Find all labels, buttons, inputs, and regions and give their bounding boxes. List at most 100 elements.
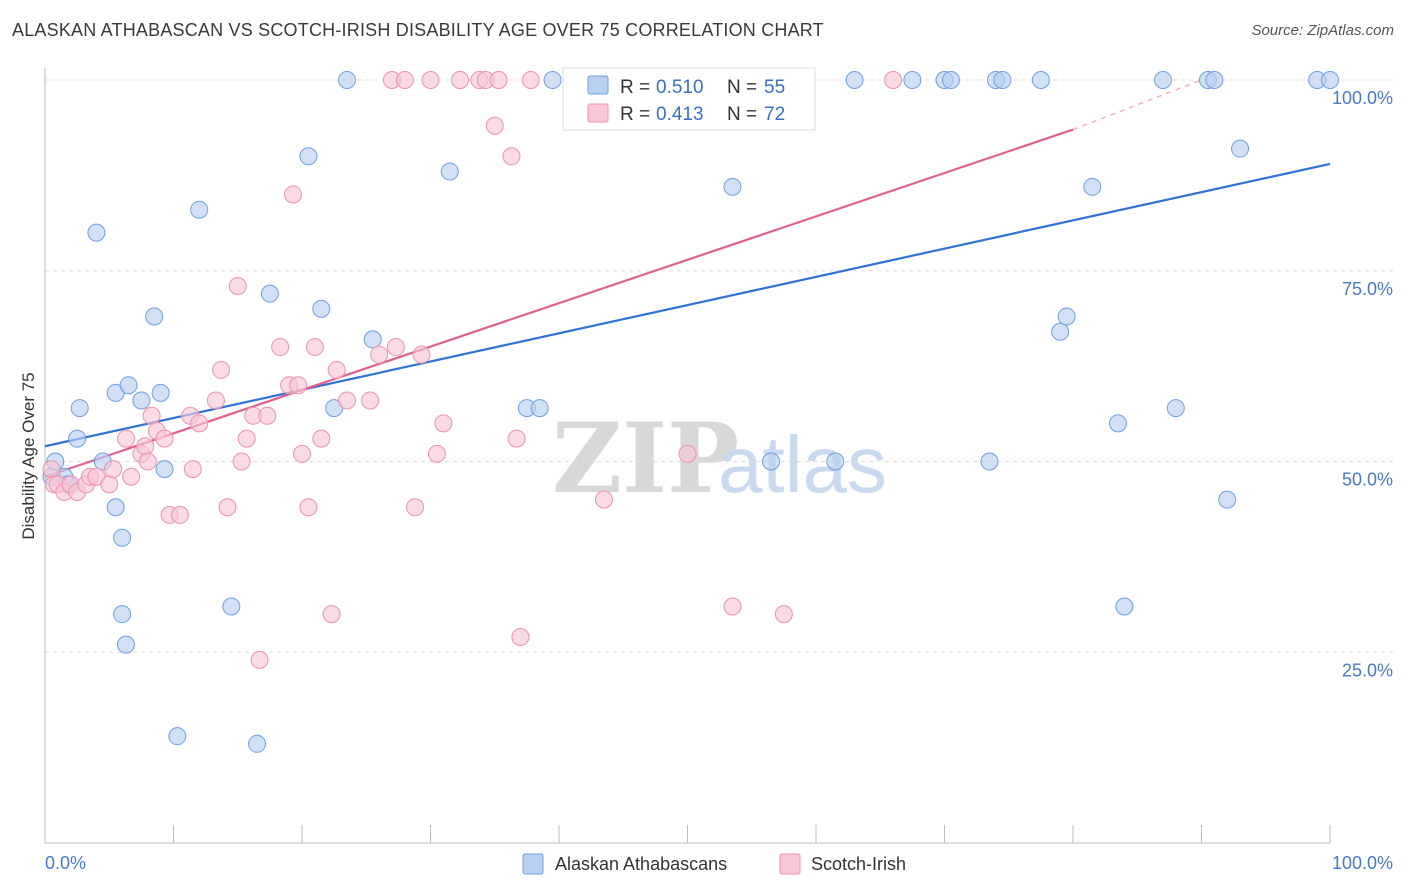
trend-line-scotch-irish-extension: [1072, 79, 1202, 131]
point-alaskan-athabascans: [155, 460, 174, 479]
point-scotch-irish: [284, 185, 303, 204]
point-scotch-irish: [502, 147, 521, 166]
point-alaskan-athabascans: [68, 429, 87, 448]
point-alaskan-athabascans: [1031, 71, 1050, 89]
point-alaskan-athabascans: [222, 597, 241, 616]
y-tick-label: 50.0%: [1342, 470, 1393, 490]
point-scotch-irish: [406, 498, 425, 517]
point-scotch-irish: [190, 414, 209, 433]
point-scotch-irish: [337, 391, 356, 410]
legend-r-label-2: R =: [620, 104, 650, 125]
point-alaskan-athabascans: [1057, 307, 1076, 326]
point-scotch-irish: [507, 429, 526, 448]
point-alaskan-athabascans: [993, 71, 1012, 89]
point-scotch-irish: [594, 490, 613, 509]
point-scotch-irish: [142, 406, 161, 425]
point-scotch-irish: [42, 460, 61, 479]
y-axis-label: Disability Age Over 75: [19, 372, 38, 539]
point-alaskan-athabascans: [1153, 71, 1172, 89]
point-scotch-irish: [218, 498, 237, 517]
point-scotch-irish: [250, 650, 269, 669]
point-alaskan-athabascans: [845, 71, 864, 89]
point-scotch-irish: [155, 429, 174, 448]
point-alaskan-athabascans: [132, 391, 151, 410]
point-scotch-irish: [451, 71, 470, 89]
point-alaskan-athabascans: [337, 71, 356, 89]
legend-n-value-2: 72: [764, 104, 785, 125]
point-alaskan-athabascans: [248, 734, 267, 753]
chart-source: Source: ZipAtlas.com: [1251, 22, 1394, 39]
point-scotch-irish: [100, 475, 119, 494]
point-alaskan-athabascans: [1115, 597, 1134, 616]
point-scotch-irish: [884, 71, 903, 89]
point-alaskan-athabascans: [87, 223, 106, 242]
point-scotch-irish: [258, 406, 277, 425]
point-alaskan-athabascans: [530, 399, 549, 418]
point-alaskan-athabascans: [980, 452, 999, 471]
point-alaskan-athabascans: [941, 71, 960, 89]
point-scotch-irish: [293, 444, 311, 463]
point-alaskan-athabascans: [440, 162, 459, 181]
point-scotch-irish: [521, 71, 540, 89]
y-tick-label: 75.0%: [1342, 279, 1393, 299]
point-scotch-irish: [489, 71, 508, 89]
point-alaskan-athabascans: [1166, 399, 1185, 418]
point-alaskan-athabascans: [1321, 71, 1339, 89]
trend-line-scotch-irish: [44, 128, 1074, 478]
point-scotch-irish: [427, 444, 446, 463]
legend-r-label-1: R =: [620, 77, 650, 98]
point-scotch-irish: [237, 429, 256, 448]
bottom-legend-label-1: Alaskan Athabascans: [555, 854, 727, 874]
point-scotch-irish: [122, 467, 141, 486]
point-scotch-irish: [327, 360, 346, 379]
point-alaskan-athabascans: [260, 284, 279, 303]
legend-r-value-2: 0.413: [656, 104, 704, 125]
y-tick-label: 100.0%: [1332, 88, 1393, 108]
point-scotch-irish: [774, 605, 793, 624]
point-scotch-irish: [421, 71, 440, 89]
point-alaskan-athabascans: [1083, 177, 1102, 196]
point-scotch-irish: [678, 444, 697, 463]
point-scotch-irish: [228, 277, 247, 296]
point-alaskan-athabascans: [1108, 414, 1127, 433]
tick-labels: 25.0% 50.0% 75.0% 100.0% 0.0% 100.0%: [45, 88, 1393, 873]
chart-title: ALASKAN ATHABASCAN VS SCOTCH-IRISH DISAB…: [12, 20, 824, 40]
watermark-zip: ZIP: [552, 402, 739, 515]
point-scotch-irish: [305, 338, 324, 357]
legend-box: R = 0.510 N = 55 R = 0.413 N = 72: [562, 67, 816, 131]
x-tick-label: 100.0%: [1332, 853, 1393, 873]
legend-n-label-2: N =: [727, 104, 757, 125]
point-scotch-irish: [104, 460, 123, 479]
point-scotch-irish: [170, 505, 189, 524]
legend-r-value-1: 0.510: [656, 77, 704, 98]
trend-lines: [44, 79, 1331, 478]
bottom-legend-label-2: Scotch-Irish: [811, 854, 906, 874]
legend-swatch-pink: [587, 103, 609, 123]
point-alaskan-athabascans: [119, 376, 138, 395]
point-alaskan-athabascans: [1218, 490, 1237, 509]
point-scotch-irish: [138, 452, 157, 471]
trend-line-alaskan-athabascans: [44, 162, 1331, 448]
legend-n-label-1: N =: [727, 77, 757, 98]
point-scotch-irish: [299, 498, 318, 517]
point-alaskan-athabascans: [190, 200, 209, 219]
point-scotch-irish: [361, 391, 380, 410]
bottom-legend-swatch-pink: [779, 853, 801, 875]
point-scotch-irish: [289, 376, 308, 395]
legend-n-value-1: 55: [764, 77, 785, 98]
point-scotch-irish: [271, 338, 290, 357]
point-alaskan-athabascans: [299, 147, 318, 166]
point-alaskan-athabascans: [1205, 71, 1224, 89]
point-alaskan-athabascans: [826, 452, 845, 471]
point-scotch-irish: [322, 605, 341, 624]
legend-swatch-blue: [587, 75, 609, 95]
point-alaskan-athabascans: [903, 71, 922, 89]
x-tick-label: 0.0%: [45, 853, 86, 873]
watermark-atlas: atlas: [718, 420, 887, 509]
point-alaskan-athabascans: [151, 383, 170, 402]
point-alaskan-athabascans: [312, 299, 331, 318]
point-scotch-irish: [183, 460, 202, 479]
point-alaskan-athabascans: [145, 307, 164, 326]
point-alaskan-athabascans: [723, 177, 742, 196]
